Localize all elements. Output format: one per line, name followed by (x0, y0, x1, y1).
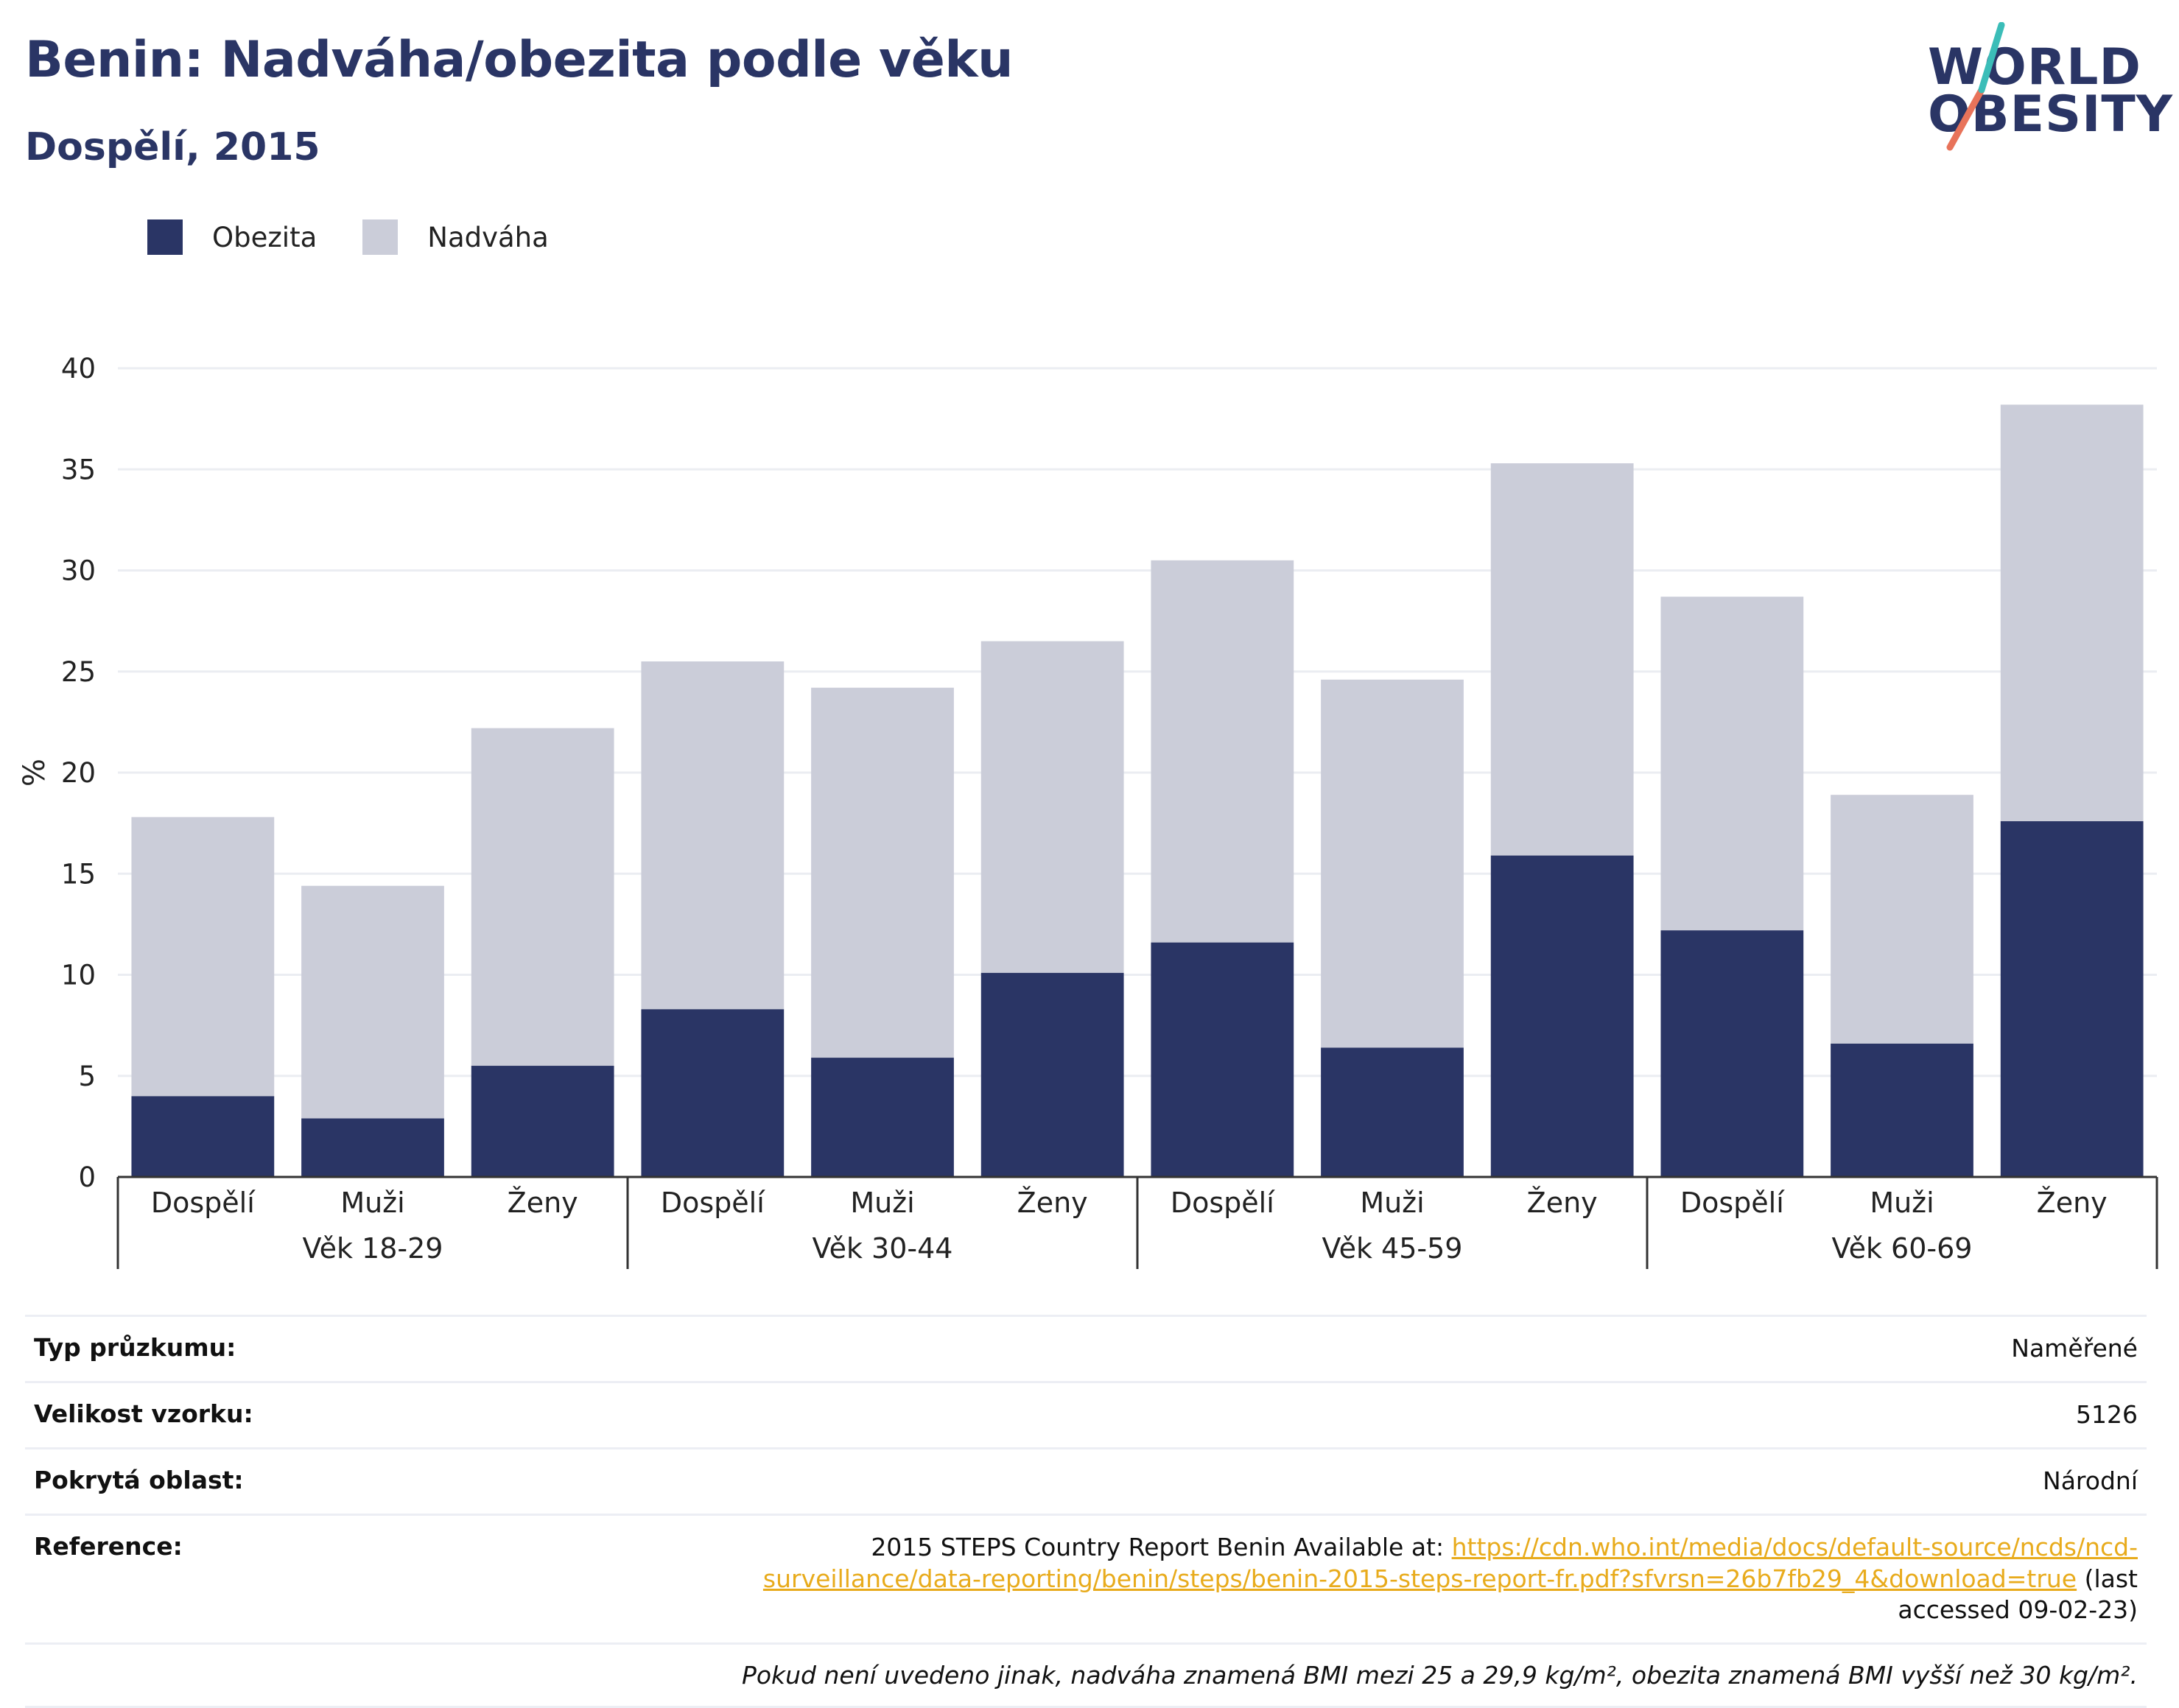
info-row-survey-type: Typ průzkumu: Naměřené (25, 1315, 2147, 1381)
sample-size-value: 5126 (2076, 1399, 2138, 1429)
bar-nadvaha (1490, 463, 1634, 856)
sample-size-label: Velikost vzorku: (34, 1399, 253, 1428)
bar-obezita (811, 1058, 954, 1177)
bar-obezita (980, 972, 1124, 1177)
y-tick-label: 5 (78, 1061, 96, 1092)
info-row-reference: Reference: 2015 STEPS Country Report Ben… (25, 1513, 2147, 1643)
world-obesity-logo: WORLD OBESITY (1912, 22, 2172, 155)
bar-nadvaha (1151, 560, 1294, 943)
category-label: Muži (1360, 1187, 1424, 1219)
info-row-note: Pokud není uvedeno jinak, nadváha znamen… (25, 1642, 2147, 1708)
bar-obezita (1151, 942, 1294, 1177)
bar-obezita (641, 1009, 785, 1177)
stacked-bar-chart: 0 5 10 15 20 25 30 35 40% Dospělí Muži Ženy Dospělí M… (18, 353, 2158, 1269)
legend-label-obezita: Obezita (212, 221, 317, 253)
y-tick-label: 20 (61, 757, 96, 789)
chart-legend: Obezita Nadváha (147, 219, 594, 255)
survey-type-value: Naměřené (2011, 1334, 2138, 1363)
category-label: Dospělí (1171, 1187, 1275, 1219)
y-tick-label: 10 (61, 960, 96, 991)
area-label: Pokrytá oblast: (34, 1465, 244, 1494)
group-label: Věk 18-29 (303, 1232, 443, 1265)
bmi-definition-note: Pokud není uvedeno jinak, nadváha znamen… (741, 1661, 2138, 1690)
bar-obezita (1321, 1047, 1464, 1177)
category-label: Ženy (1017, 1187, 1088, 1219)
category-label: Dospělí (661, 1187, 765, 1219)
group-label: Věk 60-69 (1832, 1232, 1973, 1265)
bar-obezita (1660, 930, 1804, 1177)
area-value: Národní (2043, 1466, 2138, 1495)
reference-value: 2015 STEPS Country Report Benin Availabl… (664, 1532, 2138, 1627)
bar-obezita (131, 1096, 275, 1177)
reference-prefix: 2015 STEPS Country Report Benin Availabl… (871, 1532, 1452, 1561)
bar-nadvaha (2000, 404, 2144, 821)
survey-info-table: Typ průzkumu: Naměřené Velikost vzorku: … (25, 1315, 2147, 1708)
category-label: Muži (340, 1187, 404, 1219)
group-label: Věk 45-59 (1322, 1232, 1463, 1265)
category-label: Ženy (1527, 1187, 1598, 1219)
y-tick-label: 30 (61, 555, 96, 587)
bar-nadvaha (471, 728, 614, 1066)
page-title: Benin: Nadváha/obezita podle věku (25, 31, 1013, 89)
bar-nadvaha (980, 641, 1124, 973)
legend-swatch-nadvaha (362, 219, 399, 255)
bar-nadvaha (1321, 679, 1464, 1048)
y-tick-label: 15 (61, 858, 96, 890)
bar-obezita (1490, 855, 1634, 1177)
y-tick-label: 40 (61, 353, 96, 384)
bar-nadvaha (1660, 597, 1804, 931)
legend-label-nadvaha: Nadváha (427, 221, 549, 253)
y-tick-label: 25 (61, 656, 96, 688)
y-tick-label: 0 (78, 1161, 96, 1193)
logo-slash-icon (1946, 22, 2005, 151)
bar-obezita (301, 1118, 444, 1177)
info-row-area: Pokrytá oblast: Národní (25, 1447, 2147, 1514)
group-label: Věk 30-44 (813, 1232, 953, 1265)
bar-nadvaha (301, 885, 444, 1119)
bar-nadvaha (811, 687, 954, 1058)
survey-type-label: Typ průzkumu: (34, 1333, 236, 1362)
category-label: Muži (850, 1187, 914, 1219)
info-row-sample-size: Velikost vzorku: 5126 (25, 1380, 2147, 1447)
bar-obezita (471, 1066, 614, 1177)
bar-nadvaha (1831, 795, 1973, 1044)
legend-item-obezita: Obezita (147, 219, 317, 255)
category-label: Dospělí (1680, 1187, 1785, 1219)
y-axis-label: % (18, 759, 52, 787)
y-tick-label: 35 (61, 454, 96, 485)
bar-nadvaha (131, 817, 275, 1097)
category-label: Ženy (508, 1187, 578, 1219)
bar-obezita (1831, 1043, 1973, 1177)
category-label: Dospělí (151, 1187, 256, 1219)
bar-nadvaha (641, 661, 785, 1010)
category-label: Muži (1870, 1187, 1934, 1219)
page-subtitle: Dospělí, 2015 (25, 125, 320, 169)
reference-suffix: (last accessed 09-02-23) (1898, 1564, 2138, 1625)
category-label: Ženy (2037, 1187, 2108, 1219)
logo-line-1: WORLD (1928, 38, 2141, 96)
legend-item-nadvaha: Nadváha (362, 219, 549, 255)
reference-label: Reference: (34, 1531, 183, 1561)
bar-obezita (2000, 820, 2144, 1177)
reference-link[interactable]: https://cdn.who.int/media/docs/default-s… (762, 1532, 2138, 1593)
legend-swatch-obezita (147, 219, 183, 255)
